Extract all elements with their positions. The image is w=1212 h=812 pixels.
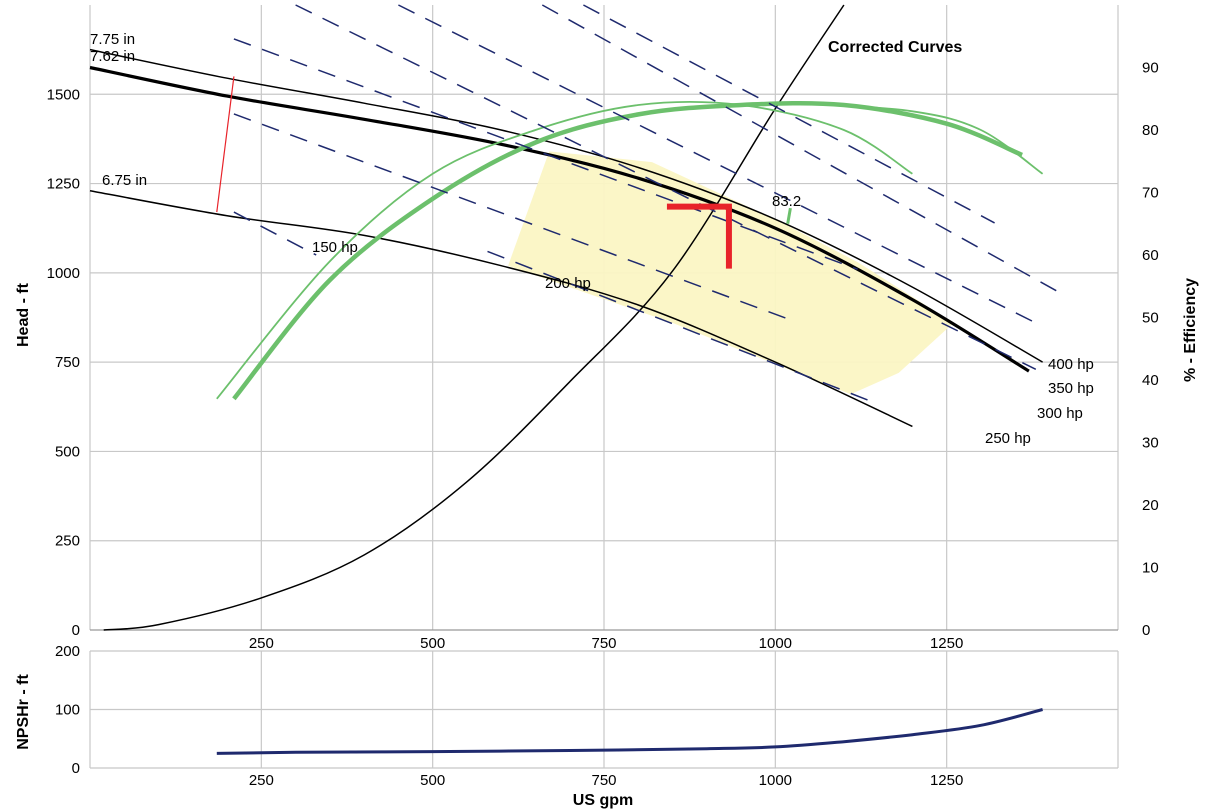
- y-tick-label: 1000: [47, 265, 80, 282]
- y2-tick-label: 60: [1142, 247, 1159, 264]
- preferred-operating-region: [508, 151, 954, 395]
- corrected-curves-label: Corrected Curves: [828, 39, 962, 56]
- head-efficiency-plot: 250 500 750 1000 1250 0 250 500 750 1000 1250 1500 0…: [47, 4, 1159, 652]
- y-tick-label: 0: [72, 760, 80, 777]
- y2-tick-label: 40: [1142, 372, 1159, 389]
- y-axis-title-npsh: NPSHr - ft: [15, 674, 32, 750]
- y2-tick-label: 0: [1142, 622, 1150, 639]
- x-tick-label: 250: [249, 635, 274, 652]
- y-tick-label: 250: [55, 533, 80, 550]
- y2-tick-label: 70: [1142, 185, 1159, 202]
- power-line: [233, 113, 790, 321]
- x-tick-label: 500: [420, 635, 445, 652]
- power-label: 400 hp: [1048, 356, 1094, 373]
- y-tick-label: 200: [55, 643, 80, 660]
- y2-tick-label: 20: [1142, 497, 1159, 514]
- y-tick-label: 1250: [47, 176, 80, 193]
- efficiency-point-label: 83.2: [772, 193, 801, 210]
- efficiency-curve: [809, 102, 1044, 175]
- x-tick-label: 750: [591, 772, 616, 789]
- y-tick-label: 100: [55, 702, 80, 719]
- head-curve: [89, 48, 1043, 363]
- x-tick-label: 1250: [930, 635, 963, 652]
- x-tick-label: 250: [249, 772, 274, 789]
- efficiency-marker: [786, 207, 792, 225]
- x-tick-label: 1250: [930, 772, 963, 789]
- power-line: [295, 4, 1037, 370]
- power-label: 150 hp: [312, 239, 358, 256]
- x-tick-label: 1000: [759, 635, 792, 652]
- y2-tick-label: 10: [1142, 560, 1159, 577]
- diameter-label: 7.62 in: [90, 48, 135, 65]
- power-label: 300 hp: [1037, 405, 1083, 422]
- efficiency-curve: [216, 100, 913, 400]
- power-label: 350 hp: [1048, 380, 1094, 397]
- power-label: 250 hp: [985, 430, 1031, 447]
- y-tick-label: 750: [55, 354, 80, 371]
- diameter-label: 7.75 in: [90, 31, 135, 48]
- y2-tick-label: 30: [1142, 435, 1159, 452]
- head-curve: [89, 189, 913, 428]
- npsh-plot: 250 500 750 1000 1250 0 100 200: [55, 643, 1119, 789]
- power-label: 200 hp: [545, 275, 591, 292]
- x-tick-label: 750: [591, 635, 616, 652]
- y2-tick-label: 90: [1142, 60, 1159, 77]
- efficiency-curve-selected: [232, 100, 1023, 401]
- y-tick-label: 0: [72, 622, 80, 639]
- x-tick-label: 500: [420, 772, 445, 789]
- power-line: [583, 4, 995, 224]
- min-diameter-line: [216, 76, 235, 213]
- x-tick-label: 1000: [759, 772, 792, 789]
- y-tick-label: 1500: [47, 86, 80, 103]
- y2-tick-label: 80: [1142, 122, 1159, 139]
- power-line: [487, 250, 872, 403]
- y-axis-title-efficiency: % - Efficiency: [1182, 278, 1199, 382]
- y-axis-title-head: Head - ft: [15, 282, 32, 347]
- npsh-curve: [216, 708, 1043, 755]
- power-line: [233, 211, 317, 256]
- system-curve: [103, 4, 845, 631]
- x-axis-title: US gpm: [573, 792, 633, 809]
- power-line: [541, 4, 1057, 292]
- y-tick-label: 500: [55, 443, 80, 460]
- head-curve-selected: [89, 65, 1030, 373]
- diameter-label: 6.75 in: [102, 172, 147, 189]
- y2-tick-label: 50: [1142, 310, 1159, 327]
